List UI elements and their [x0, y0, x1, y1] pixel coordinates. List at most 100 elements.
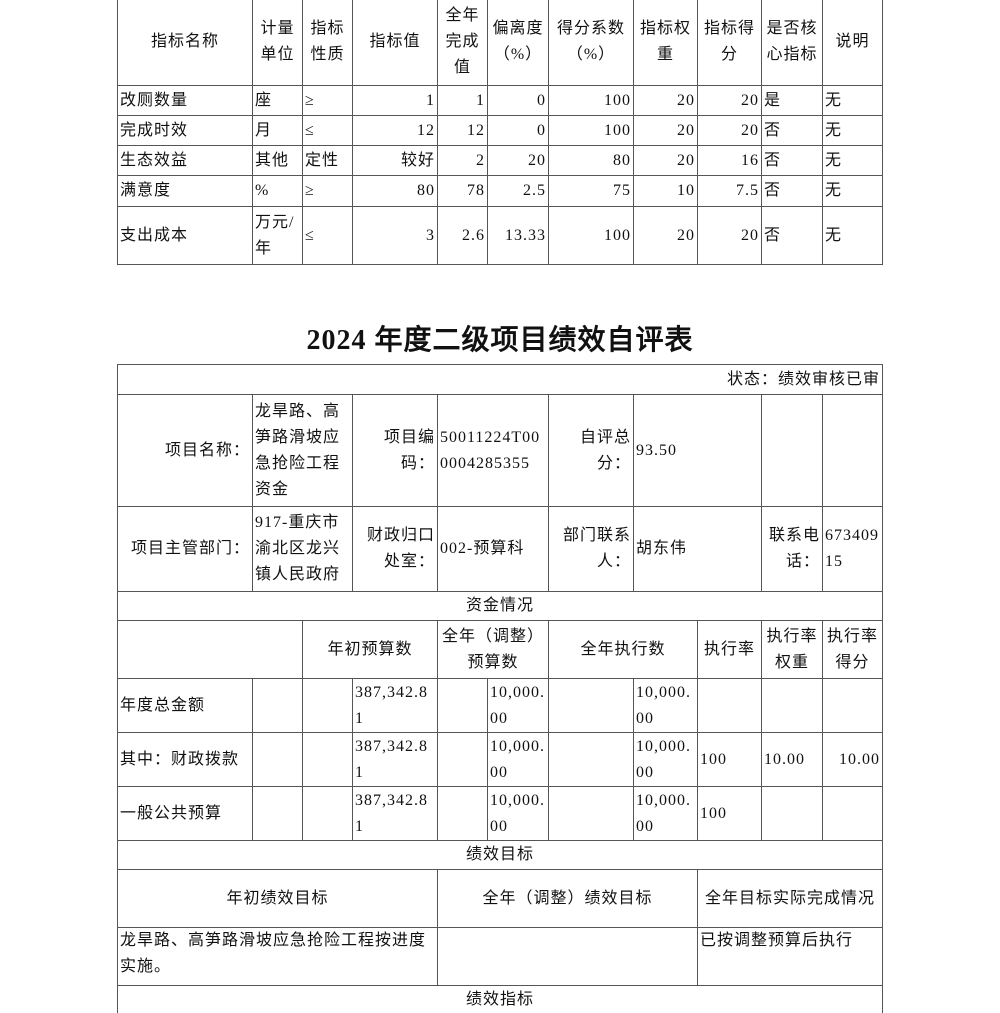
funds-row-cell — [302, 678, 353, 733]
form-cell: 002-预算科 — [437, 506, 549, 592]
funds-row-cell: 10.00 — [822, 732, 883, 787]
header-cell: 全年执行数 — [548, 620, 698, 679]
cell-text: 年初预算数 — [327, 640, 413, 658]
cell-text: 50011224T000004285355 — [440, 428, 541, 472]
funds-row-cell: 10,000.00 — [633, 786, 698, 841]
cell-text: 无 — [825, 226, 843, 244]
cell-text: 已按调整预算后执行 — [700, 932, 854, 949]
form-cell: 胡东伟 — [633, 506, 762, 592]
cell-text: 20 — [677, 121, 695, 139]
cell-text: 满意度 — [120, 182, 172, 199]
header-cell: 年初预算数 — [302, 620, 438, 679]
table-row-cell: 20 — [633, 206, 698, 265]
cell-text: 执行率 — [703, 640, 755, 658]
cell-text: 龙旱路、高笋路滑坡应急抢险工程按进度实施。 — [120, 932, 427, 975]
table-row-cell: 生态效益 — [117, 145, 253, 176]
table-row-cell: 是 — [761, 85, 823, 116]
cell-text: 20 — [677, 91, 695, 109]
header-cell: 执行率权重 — [761, 620, 823, 679]
cell-text: 100 — [604, 91, 631, 109]
cell-text: 偏离度（%） — [492, 20, 544, 63]
cell-text: 指标名称 — [150, 33, 219, 50]
funds-row-cell: 年度总金额 — [117, 678, 253, 733]
status-text: 状态：绩效审核已审 — [117, 364, 883, 395]
header-cell: 指标权重 — [633, 0, 698, 86]
table-row-cell: 12 — [437, 115, 488, 146]
cell-text: 否 — [764, 151, 782, 169]
cell-text: 执行率权重 — [766, 627, 818, 671]
funds-row-cell — [822, 678, 883, 733]
cell-text: 年初绩效目标 — [226, 889, 329, 907]
form-cell: 917-重庆市渝北区龙兴镇人民政府 — [252, 506, 353, 592]
cell-text: 说明 — [835, 33, 870, 50]
header-cell: 执行率得分 — [822, 620, 883, 679]
table-row-cell: 2 — [437, 145, 488, 176]
table-row-cell: 改厕数量 — [117, 85, 253, 116]
cell-text: 全年完成值 — [445, 7, 480, 76]
cell-text: 其他 — [255, 151, 290, 169]
table-row-cell: 78 — [437, 175, 488, 207]
form-cell: 项目名称： — [117, 394, 253, 507]
cell-text: 75 — [613, 182, 631, 199]
cell-text: 绩效目标 — [465, 846, 534, 863]
table-row-cell: ≤ — [302, 206, 353, 265]
cell-text: 20 — [741, 226, 759, 244]
table-row-cell: ≥ — [302, 175, 353, 207]
funds-row-cell — [437, 786, 488, 841]
header-cell: 计量单位 — [252, 0, 303, 86]
table-row-cell: ≥ — [302, 85, 353, 116]
funds-row-cell — [822, 786, 883, 841]
cell-text: 全年（调整）绩效目标 — [482, 889, 653, 907]
table-row-cell: 80 — [352, 175, 438, 207]
table-row-cell: 100 — [548, 206, 634, 265]
cell-text: 20 — [528, 151, 546, 169]
cell-text: 12 — [417, 121, 435, 139]
funds-row-cell: 100 — [697, 786, 762, 841]
table-row-cell: 满意度 — [117, 175, 253, 207]
funds-row-cell — [697, 678, 762, 733]
cell-text: 指标性质 — [310, 20, 345, 63]
cell-text: 67340915 — [825, 527, 879, 570]
cell-text: 20 — [677, 226, 695, 244]
cell-text: 万元/年 — [255, 213, 295, 257]
cell-text: 1 — [426, 91, 435, 109]
table-row-cell: 1 — [352, 85, 438, 116]
cell-text: 全年目标实际完成情况 — [704, 889, 875, 907]
table-row-cell: 20 — [633, 115, 698, 146]
table-row-cell: 万元/年 — [252, 206, 303, 265]
table-row-cell: 否 — [761, 115, 823, 146]
cell-text: 全年执行数 — [580, 640, 666, 658]
form-cell: 项目编码： — [352, 394, 438, 507]
cell-text: 10.00 — [839, 750, 880, 768]
header-cell: 执行率 — [697, 620, 762, 679]
cell-text: 无 — [825, 151, 843, 169]
header-cell: 偏离度（%） — [487, 0, 549, 86]
cell-text: 自评总分： — [579, 428, 631, 472]
cell-text: 100 — [604, 226, 631, 244]
cell-text: 项目编码： — [383, 428, 435, 472]
cell-text: 1 — [476, 91, 485, 109]
cell-text: 100 — [700, 804, 727, 822]
cell-text: 7.5 — [736, 182, 759, 199]
cell-text: 10,000.00 — [636, 683, 691, 727]
table-row-cell: 否 — [761, 145, 823, 176]
cell-text: 387,342.81 — [355, 737, 428, 781]
cell-text: 执行率得分 — [826, 627, 878, 671]
cell-text: % — [255, 182, 270, 199]
form-cell: 67340915 — [822, 506, 883, 592]
header-cell: 全年（调整）绩效目标 — [437, 869, 698, 928]
form-cell: 93.50 — [633, 394, 762, 507]
header-cell: 指标名称 — [117, 0, 253, 86]
table-row-cell: 100 — [548, 115, 634, 146]
table-row-cell: 20 — [633, 145, 698, 176]
funds-row-cell: 10,000.00 — [487, 732, 549, 787]
cell-text: 否 — [764, 121, 782, 139]
cell-text: 改厕数量 — [120, 91, 189, 109]
table-row-cell: 1 — [437, 85, 488, 116]
table-row-cell: 2.6 — [437, 206, 488, 265]
table-row-cell: 10 — [633, 175, 698, 207]
funds-row-cell: 387,342.81 — [352, 732, 438, 787]
cell-text: 100 — [700, 750, 727, 768]
funds-row-cell: 其中：财政拨款 — [117, 732, 253, 787]
